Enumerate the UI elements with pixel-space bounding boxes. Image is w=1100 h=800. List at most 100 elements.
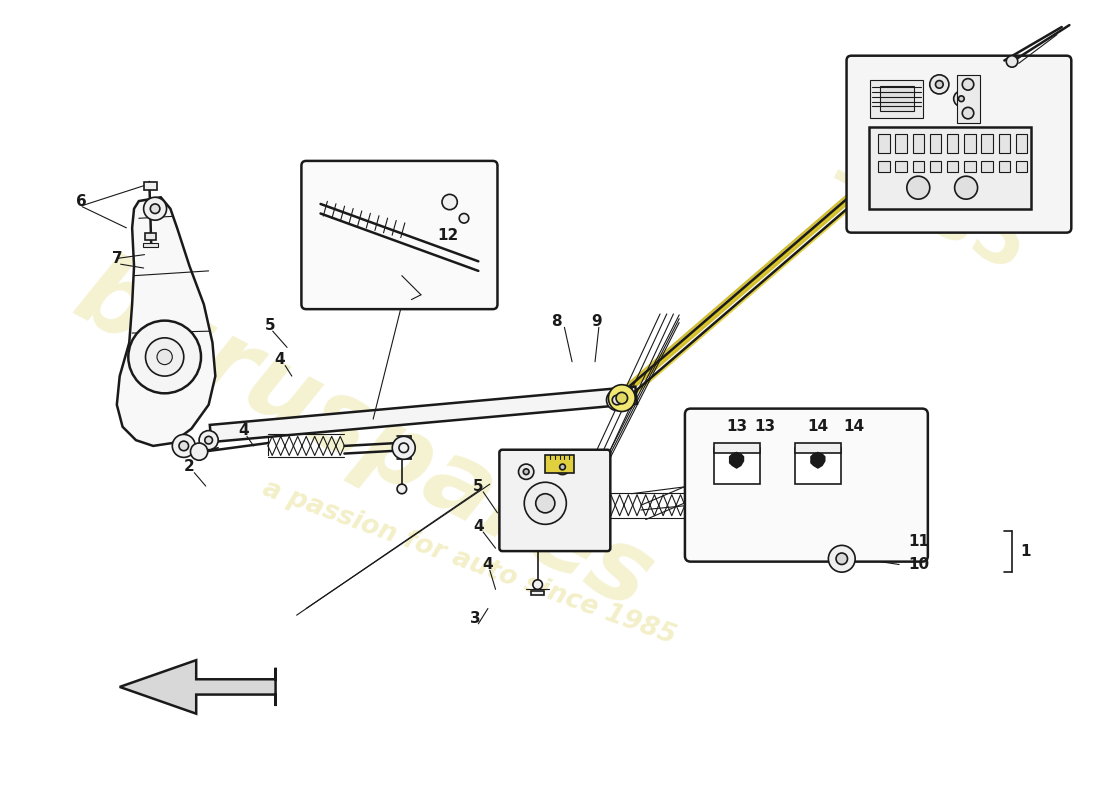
Circle shape: [828, 546, 855, 572]
Bar: [869, 127, 1031, 209]
Circle shape: [199, 430, 218, 450]
Bar: [546, 455, 574, 473]
Polygon shape: [117, 198, 216, 446]
Circle shape: [606, 390, 627, 410]
Bar: [144, 233, 156, 240]
Circle shape: [954, 91, 969, 106]
Text: 14: 14: [844, 419, 865, 434]
Bar: [965, 134, 976, 154]
Bar: [1015, 134, 1027, 154]
Circle shape: [958, 96, 965, 102]
Bar: [913, 134, 924, 154]
Text: 14: 14: [807, 419, 828, 434]
Circle shape: [906, 176, 930, 199]
Text: 2: 2: [184, 459, 195, 474]
Bar: [795, 443, 840, 453]
Bar: [714, 443, 759, 453]
Bar: [965, 161, 976, 172]
Circle shape: [962, 107, 974, 119]
Circle shape: [399, 443, 408, 453]
Circle shape: [962, 78, 974, 90]
Text: 10: 10: [909, 557, 929, 572]
Circle shape: [179, 441, 188, 450]
Bar: [895, 161, 906, 172]
Circle shape: [613, 395, 621, 405]
Bar: [878, 134, 890, 154]
Circle shape: [554, 459, 570, 474]
Circle shape: [144, 198, 166, 220]
FancyBboxPatch shape: [685, 409, 927, 562]
Circle shape: [459, 214, 469, 223]
Bar: [1015, 161, 1027, 172]
FancyBboxPatch shape: [847, 56, 1071, 233]
Circle shape: [836, 553, 847, 565]
Text: a passion for auto since 1985: a passion for auto since 1985: [258, 475, 679, 650]
Text: 6: 6: [76, 194, 87, 209]
Circle shape: [145, 338, 184, 376]
Circle shape: [955, 176, 978, 199]
Bar: [930, 161, 942, 172]
FancyBboxPatch shape: [301, 161, 497, 309]
Text: 9: 9: [592, 314, 602, 329]
Bar: [999, 134, 1010, 154]
Circle shape: [442, 194, 458, 210]
Bar: [930, 134, 942, 154]
Text: 5: 5: [264, 318, 275, 333]
Bar: [957, 75, 980, 122]
Bar: [981, 134, 993, 154]
Circle shape: [524, 469, 529, 474]
Circle shape: [930, 75, 949, 94]
Circle shape: [190, 443, 208, 460]
Bar: [999, 161, 1010, 172]
Text: 1: 1: [1020, 544, 1031, 558]
Polygon shape: [120, 660, 276, 714]
Text: buruspares: buruspares: [58, 246, 669, 631]
Text: 13: 13: [726, 419, 747, 434]
Text: 4: 4: [239, 423, 250, 438]
Bar: [531, 591, 544, 595]
Bar: [144, 182, 157, 190]
Circle shape: [935, 81, 943, 88]
Circle shape: [616, 392, 627, 404]
Circle shape: [518, 464, 534, 479]
Circle shape: [157, 350, 173, 365]
Text: 7: 7: [112, 251, 123, 266]
Bar: [913, 161, 924, 172]
Circle shape: [173, 434, 196, 458]
Bar: [143, 243, 158, 247]
Text: 8: 8: [551, 314, 562, 329]
Text: 4: 4: [274, 352, 285, 367]
Circle shape: [397, 484, 407, 494]
Bar: [947, 161, 958, 172]
Text: 1985: 1985: [816, 126, 1040, 291]
Text: 5: 5: [473, 478, 484, 494]
Text: 12: 12: [437, 228, 459, 243]
Polygon shape: [729, 452, 745, 469]
Circle shape: [608, 385, 635, 411]
Bar: [878, 161, 890, 172]
Bar: [880, 86, 913, 111]
Circle shape: [129, 321, 201, 394]
Circle shape: [393, 436, 415, 459]
Polygon shape: [811, 452, 825, 469]
FancyBboxPatch shape: [499, 450, 611, 551]
Text: 11: 11: [909, 534, 929, 549]
Bar: [895, 134, 906, 154]
Polygon shape: [210, 386, 637, 442]
Circle shape: [560, 464, 565, 470]
Text: 4: 4: [473, 518, 484, 534]
Bar: [981, 161, 993, 172]
Circle shape: [205, 436, 212, 444]
Text: 3: 3: [470, 610, 481, 626]
Circle shape: [525, 482, 566, 524]
Text: 4: 4: [483, 557, 493, 572]
Bar: [795, 448, 840, 484]
Circle shape: [1006, 56, 1018, 67]
Circle shape: [532, 580, 542, 590]
Bar: [870, 80, 923, 118]
Bar: [947, 134, 958, 154]
Circle shape: [536, 494, 554, 513]
Circle shape: [151, 204, 160, 214]
Text: 13: 13: [755, 419, 775, 434]
Bar: [714, 448, 759, 484]
